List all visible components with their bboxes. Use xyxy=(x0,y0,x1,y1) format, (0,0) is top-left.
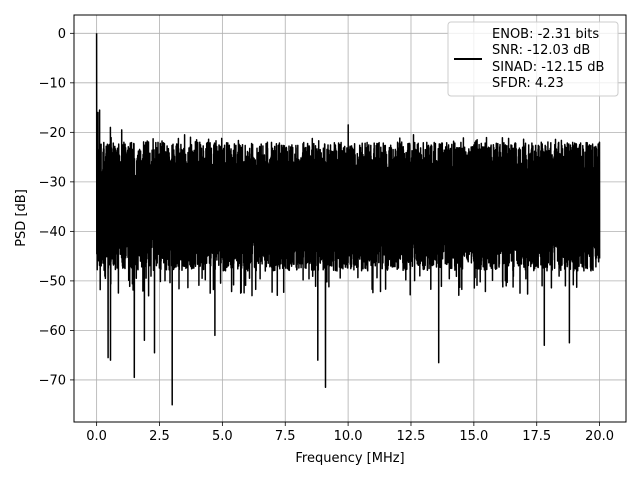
legend: ENOB: -2.31 bits SNR: -12.03 dB SINAD: -… xyxy=(447,21,619,97)
x-tick-label: 17.5 xyxy=(522,429,551,444)
y-tick-label: −20 xyxy=(39,126,66,141)
y-tick-label: −40 xyxy=(39,225,66,240)
plot-area-frame xyxy=(73,14,627,423)
legend-entry-sfdr: SFDR: 4.23 xyxy=(492,76,564,91)
tick-marks xyxy=(70,32,600,426)
legend-box xyxy=(447,21,619,97)
x-tick-label: 15.0 xyxy=(459,429,488,444)
y-tick-label: −70 xyxy=(39,373,66,388)
x-axis-label: Frequency [MHz] xyxy=(295,451,404,466)
legend-entry-sinad: SINAD: -12.15 dB xyxy=(492,60,604,75)
x-tick-label: 0.0 xyxy=(86,429,107,444)
psd-series xyxy=(95,33,601,406)
x-tick-label: 12.5 xyxy=(397,429,426,444)
x-tick-label: 7.5 xyxy=(275,429,296,444)
x-tick-label: 5.0 xyxy=(212,429,233,444)
y-tick-label: −50 xyxy=(39,274,66,289)
legend-entry-snr: SNR: -12.03 dB xyxy=(492,43,590,58)
x-tick-label: 20.0 xyxy=(585,429,614,444)
psd-trace-line xyxy=(95,33,601,406)
y-tick-label: −10 xyxy=(39,76,66,91)
y-tick-label: −30 xyxy=(39,175,66,190)
y-tick-label: −60 xyxy=(39,324,66,339)
legend-entry-enob: ENOB: -2.31 bits xyxy=(492,27,599,42)
y-axis-label: PSD [dB] xyxy=(14,189,29,247)
x-tick-label: 2.5 xyxy=(149,429,170,444)
x-tick-label: 10.0 xyxy=(334,429,363,444)
y-tick-label: 0 xyxy=(58,27,66,42)
